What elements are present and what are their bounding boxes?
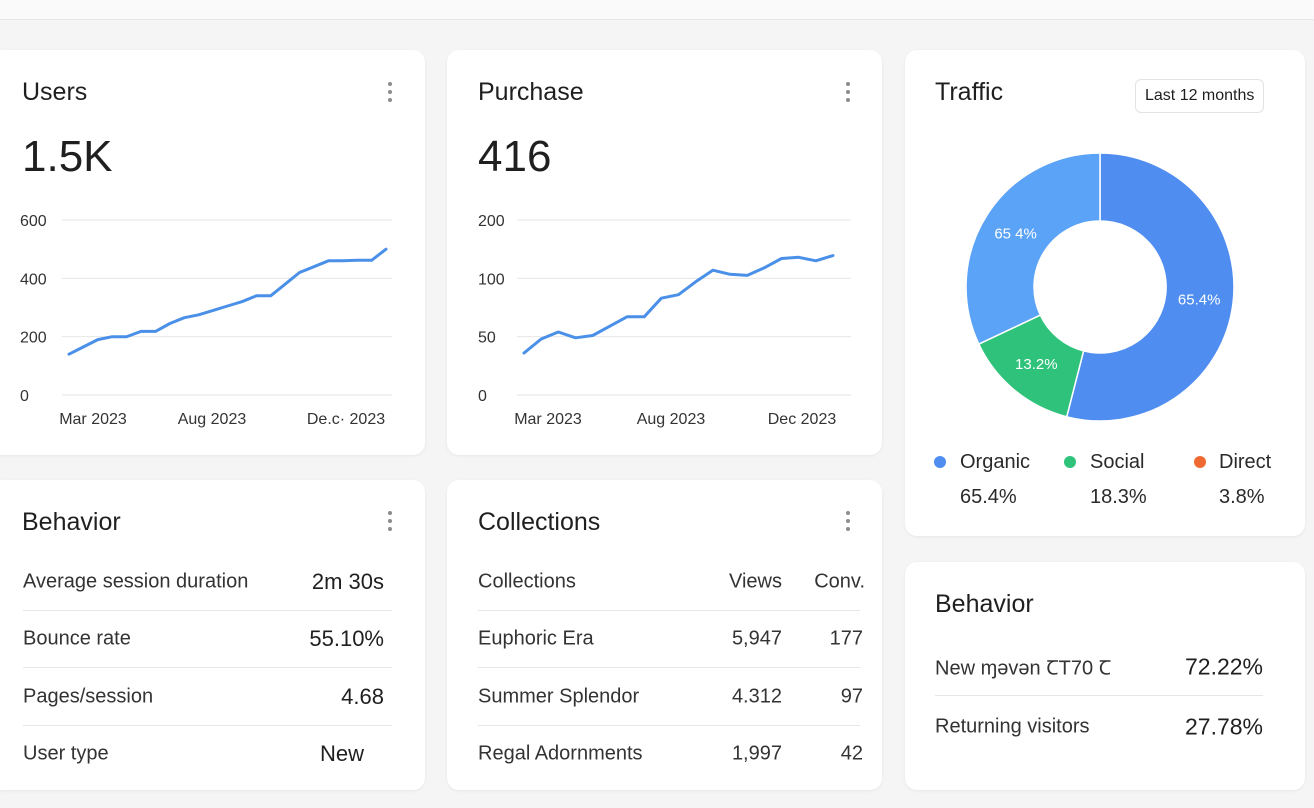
behavior-summary-value: 72.22% [1184,653,1263,679]
users-title: Users [22,78,88,106]
collections-header-name: Collections [478,570,576,592]
traffic-donut-chart: 65.4% 13.2% 65 4% [965,152,1235,422]
collection-views: 5,947 [731,627,782,649]
collection-conv: 97 [840,685,863,707]
social-legend-value: 18.3% [1090,486,1147,508]
behavior-row: Average session duration 2m 30s [23,553,392,611]
users-y-tick-label: 0 [20,388,29,405]
organic-legend-dot [934,456,946,468]
purchase-series-line [522,254,835,355]
collection-row[interactable]: Regal Adornments 1,997 42 [478,725,863,782]
users-series-line [67,247,388,356]
users-x-tick-label: Aug 2023 [178,411,247,428]
collection-name: Regal Adornments [478,742,643,764]
collection-conv: 42 [840,742,863,764]
collection-row[interactable]: Euphoric Era 5,947 177 [478,610,863,668]
behavior-row-value: 4.68 [341,683,384,709]
purchase-y-tick-label: 0 [478,388,487,405]
purchase-x-tick-label: Mar 2023 [514,411,582,428]
purchase-y-tick-label: 200 [478,213,505,230]
behavior-summary-label: Returning visitors [935,715,1090,737]
purchase-x-tick-label: Aug 2023 [637,411,706,428]
donut-segment-label: 65.4% [1178,292,1221,309]
purchase-y-tick-label: 50 [478,330,496,347]
purchase-y-tick-label: 100 [478,271,505,288]
donut-segment-organic[interactable] [1065,152,1235,422]
collections-header-row: Collections Views Conv. [478,553,865,611]
users-x-tick-label: Mar 2023 [59,411,127,428]
behavior-row-label: Bounce rate [23,627,131,649]
traffic-card: Traffic Last 12 months 65.4% 13.2% 65 4% O… [905,50,1305,536]
behavior-row: Bounce rate 55.10% [23,610,392,668]
donut-segment-label: 13.2% [1015,356,1058,373]
collection-conv: 177 [829,627,863,649]
users-more-vertical-icon[interactable] [385,82,395,106]
users-x-tick-label: De.c· 2023 [307,411,385,428]
donut-segment-organic[interactable] [965,152,1101,346]
users-y-tick-label: 200 [20,330,47,347]
users-chart: 600 400 200 0 Mar 2023 Aug 2023 De.c· 2023 [20,213,392,428]
behavior-row: Pages/session 4.68 [23,668,392,726]
behavior-summary-label: New ɱəvən ꞆT70 Ꞇ [935,657,1112,679]
purchase-title: Purchase [478,78,584,106]
users-y-tick-label: 600 [20,213,47,230]
collections-header-conv: Conv. [814,570,865,592]
collections-title: Collections [478,508,601,536]
collections-more-vertical-icon[interactable] [843,511,853,535]
direct-legend-dot [1194,456,1206,468]
behavior-summary-card: Behavior New ɱəvən ꞆT70 Ꞇ 72.22% Returni… [905,562,1305,790]
purchase-value: 416 [478,132,552,181]
traffic-title: Traffic [935,78,1004,106]
purchase-card: Purchase 416 200 100 50 0 Mar 2023 Aug 2023 De… [447,50,882,455]
behavior-row-value: 55.10% [309,625,384,651]
behavior-row-value: 2m 30s [311,568,384,594]
behavior-title: Behavior [22,508,121,536]
purchase-more-vertical-icon[interactable] [843,82,853,106]
behavior-card: Behavior Average session duration 2m 30s… [0,480,425,790]
organic-legend-label: Organic [960,451,1031,473]
users-value: 1.5K [22,132,113,181]
collections-header-views: Views [729,570,782,592]
social-legend-dot [1064,456,1076,468]
purchase-chart: 200 100 50 0 Mar 2023 Aug 2023 Dec 2023 [478,213,851,428]
behavior-row-value: New [319,740,364,766]
collection-views: 4.312 [731,685,782,707]
behavior-summary-row: New ɱəvən ꞆT70 Ꞇ 72.22% [935,638,1263,696]
collection-name: Euphoric Era [478,627,594,649]
behavior-row: User type New [23,725,392,782]
behavior-summary-row: Returning visitors 27.78% [935,698,1263,755]
collection-name: Summer Splendor [478,685,640,707]
behavior-row-label: User type [23,742,109,764]
date-range-button[interactable]: Last 12 months [1135,79,1265,113]
social-legend-label: Social [1090,451,1145,473]
direct-legend-value: 3.8% [1219,486,1265,508]
purchase-x-tick-label: Dec 2023 [768,411,837,428]
users-y-tick-label: 400 [20,271,47,288]
behavior-row-label: Average session duration [23,570,249,592]
behavior-summary-value: 27.78% [1184,713,1263,739]
users-card: Users 1.5K 600 400 200 0 Mar 2023 Aug 2023 De.… [0,50,425,455]
direct-legend-label: Direct [1219,451,1272,473]
collections-card: Collections Collections Views Conv. Euph… [447,480,882,790]
organic-legend-value: 65.4% [960,486,1017,508]
behavior-row-label: Pages/session [23,685,154,707]
behavior-summary-title: Behavior [935,590,1034,618]
collection-views: 1,997 [731,742,782,764]
top-bar [0,0,1314,20]
behavior-more-vertical-icon[interactable] [385,511,395,535]
donut-segment-label: 65 4% [994,225,1037,242]
collection-row[interactable]: Summer Splendor 4.312 97 [478,668,863,726]
